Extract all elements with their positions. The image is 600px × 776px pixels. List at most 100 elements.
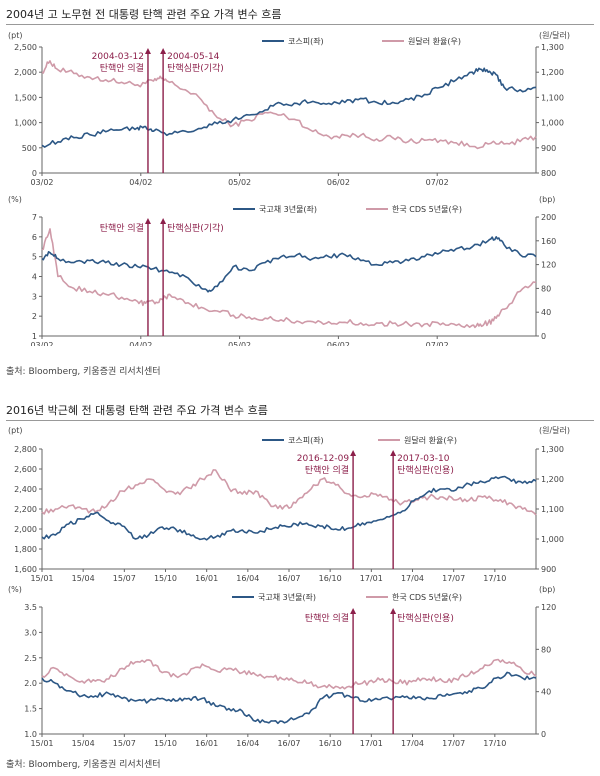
y-tick-label-left: 500	[22, 144, 37, 153]
x-tick-label: 04/02	[129, 178, 152, 187]
y-tick-label-right: 160	[541, 237, 556, 246]
y-axis-left-unit: (pt)	[8, 31, 22, 40]
x-tick-label: 16/07	[277, 574, 300, 583]
y-tick-label-left: 1,000	[14, 119, 37, 128]
y-tick-label-right: 1,200	[541, 68, 564, 77]
x-tick-label: 07/02	[426, 178, 449, 187]
event-marker-arrowhead	[350, 450, 357, 456]
x-tick-label: 03/02	[30, 341, 53, 346]
y-tick-label-right: 1,000	[541, 535, 564, 544]
y-tick-label-right: 1,200	[541, 475, 564, 484]
x-tick-label: 04/02	[129, 341, 152, 346]
section-divider	[6, 24, 594, 25]
y-tick-label-left: 3.5	[24, 603, 37, 612]
event-date-label: 2004-05-14	[167, 52, 220, 62]
y-tick-label-left: 2.5	[24, 654, 37, 663]
series-line	[41, 658, 537, 690]
event-label: 탄핵안 의결	[100, 222, 144, 234]
y-tick-label-left: 2,000	[14, 525, 37, 534]
x-tick-label: 17/04	[401, 574, 424, 583]
y-tick-label-left: 2,400	[14, 485, 37, 494]
x-tick-label: 05/02	[228, 178, 251, 187]
x-tick-label: 05/02	[228, 341, 251, 346]
x-tick-label: 17/07	[442, 739, 465, 746]
y-tick-label-left: 2,600	[14, 465, 37, 474]
x-tick-label: 16/10	[319, 739, 342, 746]
y-tick-label-right: 120	[541, 603, 556, 612]
event-date-label: 2017-03-10	[397, 454, 450, 464]
legend-label: 한국 CDS 5년물(우)	[392, 592, 462, 602]
x-tick-label: 16/10	[319, 574, 342, 583]
x-tick-label: 15/01	[30, 574, 53, 583]
y-axis-left-unit: (%)	[8, 586, 22, 594]
y-axis-right-unit: (bp)	[539, 196, 555, 204]
y-tick-label-left: 2,200	[14, 505, 37, 514]
y-tick-label-left: 1,600	[14, 565, 37, 574]
event-marker-arrowhead	[350, 608, 357, 614]
x-tick-label: 15/01	[30, 739, 53, 746]
y-tick-label-left: 1	[32, 332, 37, 341]
event-marker-arrowhead	[144, 218, 151, 224]
event-marker-arrowhead	[160, 48, 167, 54]
event-label: 탄핵심판(기각)	[167, 222, 224, 234]
section-divider	[6, 420, 594, 421]
y-tick-label-right: 900	[541, 144, 556, 153]
y-tick-label-right: 120	[541, 261, 556, 270]
y-tick-label-left: 2,800	[14, 445, 37, 454]
y-tick-label-right: 0	[541, 332, 546, 341]
y-tick-label-left: 2,000	[14, 68, 37, 77]
y-tick-label-right: 1,300	[541, 445, 564, 454]
series-line	[41, 469, 537, 516]
y-tick-label-right: 1,300	[541, 43, 564, 52]
y-axis-right-unit: (원/달러)	[539, 426, 570, 435]
x-tick-label: 16/04	[236, 739, 259, 746]
event-date-label: 2004-03-12	[92, 52, 144, 62]
y-tick-label-left: 1.5	[24, 705, 37, 714]
legend-label: 국고채 3년물(좌)	[259, 204, 317, 214]
x-tick-label: 17/01	[360, 574, 383, 583]
x-tick-label: 15/10	[154, 739, 177, 746]
y-tick-label-left: 5	[32, 253, 37, 262]
x-tick-label: 03/02	[30, 178, 53, 187]
legend-label: 한국 CDS 5년물(우)	[392, 204, 462, 214]
chart-2016-kospi-fx: (pt) (원/달러) 1,600 1,800 2,000 2,200 2,400 2,600…	[8, 426, 570, 583]
event-marker-arrowhead	[390, 608, 397, 614]
series-line	[41, 228, 537, 329]
x-tick-label: 16/04	[236, 574, 259, 583]
y-axis-right-unit: (원/달러)	[539, 31, 570, 40]
y-tick-label-right: 80	[541, 284, 551, 293]
x-tick-label: 15/07	[113, 574, 136, 583]
event-marker-arrowhead	[144, 48, 151, 54]
x-tick-label: 17/10	[483, 739, 506, 746]
legend-label: 코스피(좌)	[288, 436, 324, 445]
event-marker-arrowhead	[390, 450, 397, 456]
y-tick-label-right: 200	[541, 213, 556, 222]
x-tick-label: 15/07	[113, 739, 136, 746]
y-tick-label-right: 1,000	[541, 119, 564, 128]
y-tick-label-right: 80	[541, 645, 551, 654]
event-label: 탄핵심판(기각)	[167, 62, 224, 74]
event-label: 탄핵안 의결	[100, 62, 144, 74]
y-axis-right-unit: (bp)	[539, 586, 555, 594]
y-tick-label-left: 1,800	[14, 545, 37, 554]
y-tick-label-right: 0	[541, 730, 546, 739]
y-tick-label-left: 2	[32, 312, 37, 321]
event-label: 탄핵심판(인용)	[397, 464, 454, 476]
event-label: 탄핵심판(인용)	[397, 612, 454, 624]
y-tick-label-left: 3.0	[24, 628, 37, 637]
chart-2016-bond-cds: (%) (bp) 1.0 1.5 2.0 2.5 3.0 3.5 0 40 80 120 15/01 15…	[8, 586, 556, 746]
legend-label: 원달러 환율(우)	[408, 36, 461, 46]
x-tick-label: 15/04	[72, 574, 95, 583]
series-line	[41, 235, 537, 293]
y-tick-label-left: 4	[32, 273, 37, 282]
x-tick-label: 16/01	[195, 574, 218, 583]
y-tick-label-left: 2.0	[24, 679, 37, 688]
x-tick-label: 16/07	[277, 739, 300, 746]
x-tick-label: 17/07	[442, 574, 465, 583]
y-tick-label-right: 800	[541, 169, 556, 178]
y-axis-left-unit: (%)	[8, 196, 22, 204]
source-note-2016: 출처: Bloomberg, 키움증권 리서치센터	[6, 760, 161, 770]
series-line	[41, 671, 537, 725]
source-note-2004: 출처: Bloomberg, 키움증권 리서치센터	[6, 367, 161, 377]
event-date-label: 2016-12-09	[297, 454, 350, 464]
